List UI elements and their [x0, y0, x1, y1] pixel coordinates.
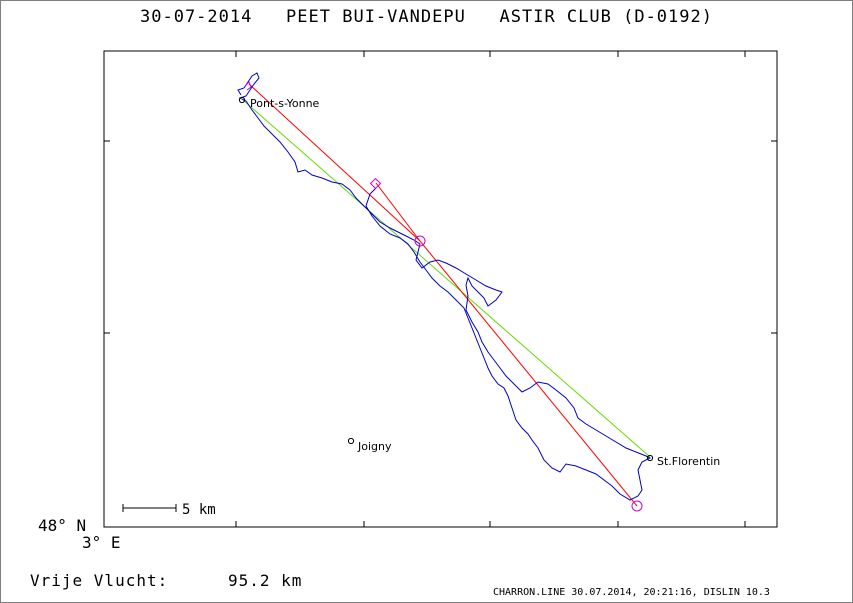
- task-lines: [248, 83, 638, 507]
- place-marker-joigny: [347, 437, 355, 445]
- place-marker-pont: [238, 96, 246, 104]
- turnpoint-marker: [631, 500, 643, 512]
- longitude-label: 3° E: [82, 533, 121, 552]
- axis-ticks: [104, 51, 777, 527]
- place-markers: [238, 96, 654, 462]
- scale-bar-label: 5 km: [182, 502, 216, 518]
- turnpoint-marker: [414, 235, 426, 247]
- distance-value: 95.2 km: [228, 571, 303, 590]
- place-marker-florentin: [646, 454, 654, 462]
- turnpoint-markers: [244, 81, 643, 512]
- place-label: Joigny: [357, 440, 392, 453]
- plot-frame: [103, 50, 778, 528]
- turnpoint-marker: [369, 177, 382, 190]
- flight-track: [237, 72, 652, 501]
- place-label: St.Florentin: [657, 455, 720, 468]
- latitude-label: 48° N: [38, 516, 87, 535]
- place-label: Pont-s-Yonne: [250, 97, 320, 110]
- flight-title: 30-07-2014 PEET BUI-VANDEPU ASTIR CLUB (…: [140, 7, 713, 27]
- distance-label: Vrije Vlucht:: [30, 571, 169, 590]
- straight-line: [242, 99, 651, 458]
- scale-bar: [122, 504, 177, 512]
- turnpoint-marker: [244, 81, 252, 91]
- footer-info: CHARRON.LINE 30.07.2014, 20:21:16, DISLI…: [493, 587, 770, 598]
